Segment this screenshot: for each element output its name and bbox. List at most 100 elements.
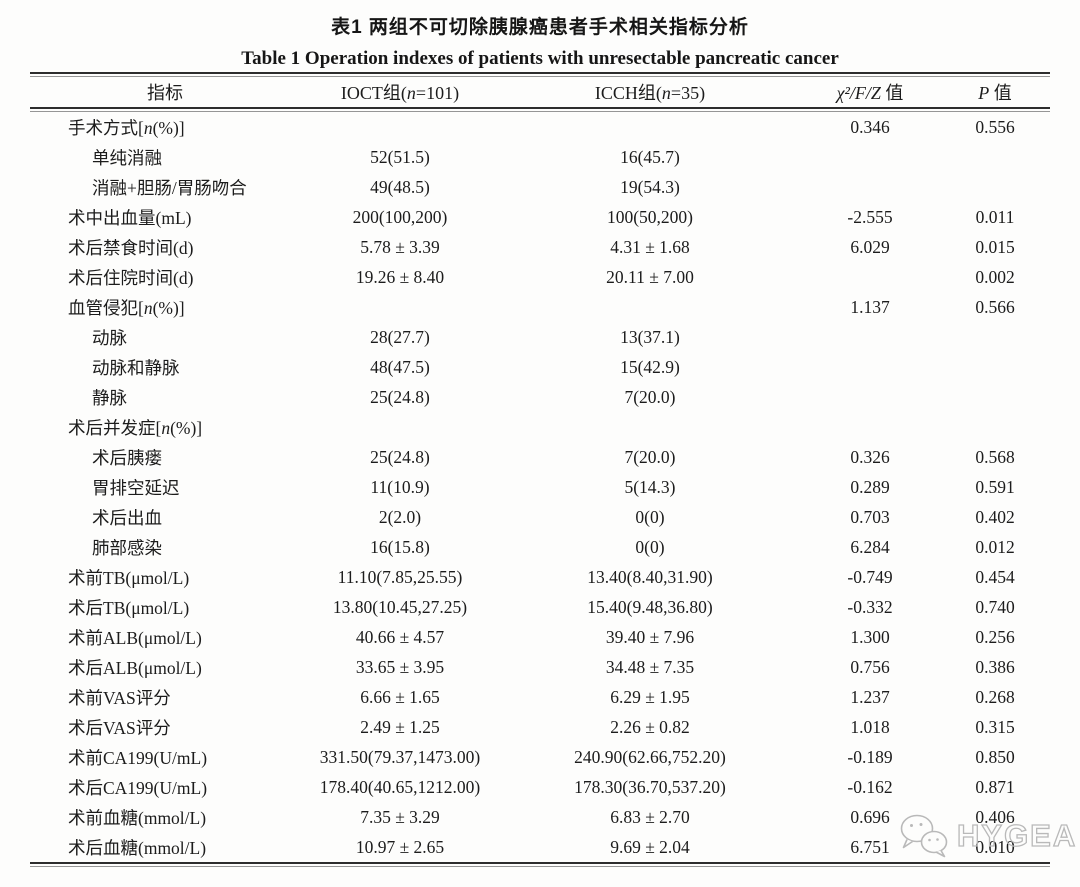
icch-cell [500,112,800,142]
paper-table-page: 表1 两组不可切除胰腺癌患者手术相关指标分析 Table 1 Operation… [0,12,1080,887]
ioct-cell: 200(100,200) [352,206,448,227]
indicator-cell: 手术方式[n(%)] [68,117,185,138]
stat-cell: -0.189 [847,746,893,767]
icch-cell: 9.69 ± 2.04 [610,836,690,857]
table-row: 术后血糖(mmol/L) 10.97 ± 2.65 9.69 ± 2.04 6.751… [30,832,1050,862]
stat-cell: 6.029 [850,236,890,257]
header-row: 指标 IOCT组(n=101) ICCH组(n=35) χ²/F/Z 值 P 值 [30,77,1050,107]
table-header: 指标 IOCT组(n=101) ICCH组(n=35) χ²/F/Z 值 P 值 [30,77,1050,107]
p-cell [940,382,1050,412]
table-rule-header [30,107,1050,112]
icch-cell: 240.90(62.66,752.20) [574,746,726,767]
stat-cell [800,412,940,442]
icch-cell: 2.26 ± 0.82 [610,716,690,737]
table-title-cn: 表1 两组不可切除胰腺癌患者手术相关指标分析 [331,17,749,38]
stat-cell: 0.696 [850,806,890,827]
table-rule-top [30,72,1050,77]
stat-cell: 0.756 [850,656,890,677]
icch-cell: 13(37.1) [620,326,680,347]
stat-cell: 6.284 [850,536,890,557]
ioct-cell: 25(24.8) [370,446,430,467]
table-row: 手术方式[n(%)] 0.346 0.556 [30,112,1050,142]
ioct-cell: 52(51.5) [370,146,430,167]
table-row: 胃排空延迟 11(10.9) 5(14.3) 0.289 0.591 [30,472,1050,502]
p-cell: 0.402 [975,506,1015,527]
ioct-cell [300,292,500,322]
icch-cell: 34.48 ± 7.35 [605,656,695,677]
p-cell [940,142,1050,172]
table-row: 消融+胆肠/胃肠吻合 49(48.5) 19(54.3) [30,172,1050,202]
stat-cell: 1.018 [850,716,890,737]
column-header-0: 指标 [147,83,183,103]
table-row: 术后CA199(U/mL) 178.40(40.65,1212.00) 178.30… [30,772,1050,802]
icch-cell: 5(14.3) [624,476,676,497]
table-row: 术前ALB(μmol/L) 40.66 ± 4.57 39.40 ± 7.96 1.3… [30,622,1050,652]
table-row: 术后出血 2(2.0) 0(0) 0.703 0.402 [30,502,1050,532]
stat-cell [800,322,940,352]
p-cell: 0.850 [975,746,1015,767]
icch-cell: 0(0) [635,506,665,527]
p-cell: 0.568 [975,446,1015,467]
p-cell: 0.386 [975,656,1015,677]
indicator-cell: 血管侵犯[n(%)] [68,297,185,318]
indicator-cell: 术后CA199(U/mL) [68,777,208,798]
table-row: 动脉和静脉 48(47.5) 15(42.9) [30,352,1050,382]
p-cell: 0.406 [975,806,1015,827]
ioct-cell: 7.35 ± 3.29 [360,806,440,827]
table-row: 术后住院时间(d) 19.26 ± 8.40 20.11 ± 7.00 0.002 [30,262,1050,292]
table-row: 术后禁食时间(d) 5.78 ± 3.39 4.31 ± 1.68 6.029 0.01… [30,232,1050,262]
icch-cell: 4.31 ± 1.68 [610,236,690,257]
icch-cell: 178.30(36.70,537.20) [574,776,726,797]
p-cell: 0.256 [975,626,1015,647]
table-row: 术中出血量(mL) 200(100,200) 100(50,200) -2.555 0.… [30,202,1050,232]
ioct-cell: 331.50(79.37,1473.00) [319,746,481,767]
icch-cell: 15(42.9) [620,356,680,377]
indicator-cell: 肺部感染 [92,537,162,558]
ioct-cell: 16(15.8) [370,536,430,557]
table-row: 术后ALB(μmol/L) 33.65 ± 3.95 34.48 ± 7.35 0.7… [30,652,1050,682]
ioct-cell: 6.66 ± 1.65 [360,686,440,707]
indicator-cell: 消融+胆肠/胃肠吻合 [92,177,247,198]
ioct-cell [300,412,500,442]
icch-cell: 20.11 ± 7.00 [606,266,694,287]
table-row: 术前血糖(mmol/L) 7.35 ± 3.29 6.83 ± 2.70 0.696 0… [30,802,1050,832]
stat-cell [800,172,940,202]
indicator-cell: 术后TB(μmol/L) [68,597,190,618]
icch-cell: 39.40 ± 7.96 [605,626,695,647]
icch-cell: 19(54.3) [620,176,680,197]
stat-cell: 6.751 [850,836,890,857]
column-header-2: ICCH组(n=35) [594,83,706,103]
icch-cell: 0(0) [635,536,665,557]
table-row: 术后并发症[n(%)] [30,412,1050,442]
stat-cell [800,142,940,172]
stat-cell: 1.300 [850,626,890,647]
operation-indexes-table: 指标 IOCT组(n=101) ICCH组(n=35) χ²/F/Z 值 P 值 手术方… [30,72,1050,867]
indicator-cell: 术后ALB(μmol/L) [68,657,202,678]
table-row: 术前VAS评分 6.66 ± 1.65 6.29 ± 1.95 1.237 0.268 [30,682,1050,712]
indicator-cell: 术后胰瘘 [92,447,162,468]
stat-cell [800,382,940,412]
indicator-cell: 术后VAS评分 [68,717,171,738]
indicator-cell: 术后并发症[n(%)] [68,417,203,438]
ioct-cell [300,112,500,142]
ioct-cell: 2.49 ± 1.25 [360,716,440,737]
stat-cell: -0.162 [847,776,893,797]
indicator-cell: 术后禁食时间(d) [68,237,194,258]
ioct-cell: 25(24.8) [370,386,430,407]
p-cell: 0.556 [975,116,1015,137]
column-header-1: IOCT组(n=101) [340,83,460,103]
indicator-cell: 术前ALB(μmol/L) [68,627,202,648]
icch-cell: 6.83 ± 2.70 [610,806,690,827]
ioct-cell: 11(10.9) [370,476,430,497]
table-row: 动脉 28(27.7) 13(37.1) [30,322,1050,352]
indicator-cell: 术后住院时间(d) [68,267,194,288]
p-cell: 0.315 [975,716,1015,737]
stat-cell: 0.346 [850,116,890,137]
ioct-cell: 48(47.5) [370,356,430,377]
ioct-cell: 19.26 ± 8.40 [355,266,445,287]
p-cell: 0.011 [975,206,1015,227]
indicator-cell: 术前CA199(U/mL) [68,747,208,768]
p-cell: 0.566 [975,296,1015,317]
table-body: 手术方式[n(%)] 0.346 0.556 单纯消融 52(51.5) 16(45.7)… [30,112,1050,862]
indicator-cell: 术后出血 [92,507,162,528]
